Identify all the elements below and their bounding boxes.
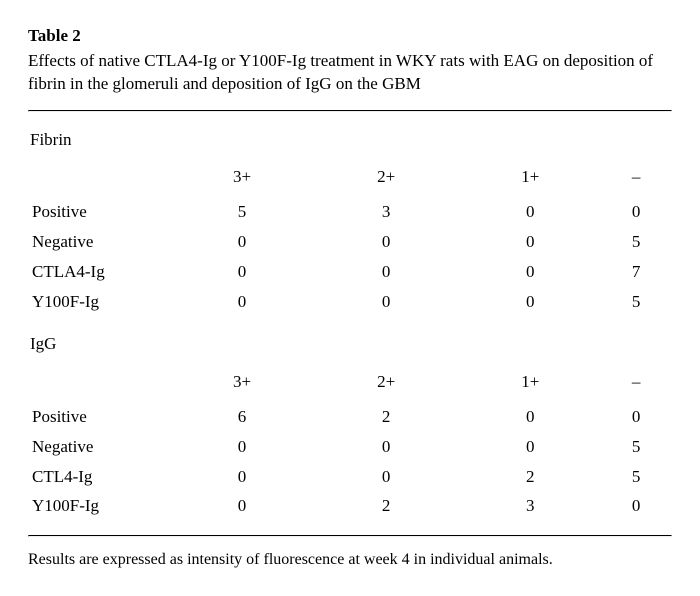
cell: 2	[314, 402, 458, 432]
table-caption: Effects of native CTLA4-Ig or Y100F-Ig t…	[28, 50, 672, 96]
cell: 0	[602, 197, 670, 227]
section-igg: IgG 3+ 2+ 1+ – Positive 6 2 0 0 Negative…	[28, 332, 672, 521]
table-row: CTLA4-Ig 0 0 0 7	[30, 257, 670, 287]
table-row: CTL4-Ig 0 0 2 5	[30, 462, 670, 492]
cell: 0	[314, 227, 458, 257]
col-header: 3+	[170, 161, 314, 197]
cell: 0	[170, 287, 314, 317]
cell: 0	[170, 491, 314, 521]
cell: 5	[602, 227, 670, 257]
cell: 2	[314, 491, 458, 521]
table-row: Positive 6 2 0 0	[30, 402, 670, 432]
bottom-rule	[28, 535, 672, 537]
row-label: Positive	[30, 402, 170, 432]
cell: 0	[170, 227, 314, 257]
cell: 0	[314, 287, 458, 317]
section-title-fibrin: Fibrin	[30, 128, 670, 152]
section-fibrin: Fibrin 3+ 2+ 1+ – Positive 5 3 0 0 Negat…	[28, 128, 672, 317]
cell: 7	[602, 257, 670, 287]
igg-table: 3+ 2+ 1+ – Positive 6 2 0 0 Negative 0 0…	[30, 366, 670, 521]
cell: 2	[458, 462, 602, 492]
cell: 0	[170, 257, 314, 287]
cell: 5	[170, 197, 314, 227]
row-label: Negative	[30, 227, 170, 257]
cell: 0	[170, 462, 314, 492]
col-header: 2+	[314, 161, 458, 197]
cell: 5	[602, 462, 670, 492]
col-header: 1+	[458, 161, 602, 197]
col-header: 3+	[170, 366, 314, 402]
row-label: Y100F-Ig	[30, 287, 170, 317]
cell: 0	[458, 227, 602, 257]
cell: 5	[602, 432, 670, 462]
table-row: Y100F-Ig 0 0 0 5	[30, 287, 670, 317]
col-header: –	[602, 161, 670, 197]
cell: 0	[458, 287, 602, 317]
footnote: Results are expressed as intensity of fl…	[28, 549, 672, 571]
cell: 0	[314, 432, 458, 462]
cell: 0	[314, 462, 458, 492]
table-row: Positive 5 3 0 0	[30, 197, 670, 227]
cell: 0	[458, 197, 602, 227]
col-header: 1+	[458, 366, 602, 402]
cell: 0	[458, 402, 602, 432]
row-label: Positive	[30, 197, 170, 227]
row-label: Y100F-Ig	[30, 491, 170, 521]
row-label: CTL4-Ig	[30, 462, 170, 492]
cell: 0	[602, 491, 670, 521]
cell: 6	[170, 402, 314, 432]
header-spacer	[30, 366, 170, 402]
cell: 0	[458, 432, 602, 462]
section-title-igg: IgG	[30, 332, 670, 356]
table-row: Y100F-Ig 0 2 3 0	[30, 491, 670, 521]
row-label: CTLA4-Ig	[30, 257, 170, 287]
cell: 0	[170, 432, 314, 462]
row-label: Negative	[30, 432, 170, 462]
cell: 0	[602, 402, 670, 432]
col-header: –	[602, 366, 670, 402]
cell: 0	[314, 257, 458, 287]
fibrin-table: 3+ 2+ 1+ – Positive 5 3 0 0 Negative 0 0…	[30, 161, 670, 316]
top-rule	[28, 110, 672, 112]
cell: 3	[314, 197, 458, 227]
table-label: Table 2	[28, 24, 672, 48]
header-row: 3+ 2+ 1+ –	[30, 161, 670, 197]
table-row: Negative 0 0 0 5	[30, 227, 670, 257]
col-header: 2+	[314, 366, 458, 402]
cell: 5	[602, 287, 670, 317]
cell: 3	[458, 491, 602, 521]
header-spacer	[30, 161, 170, 197]
table-row: Negative 0 0 0 5	[30, 432, 670, 462]
cell: 0	[458, 257, 602, 287]
header-row: 3+ 2+ 1+ –	[30, 366, 670, 402]
